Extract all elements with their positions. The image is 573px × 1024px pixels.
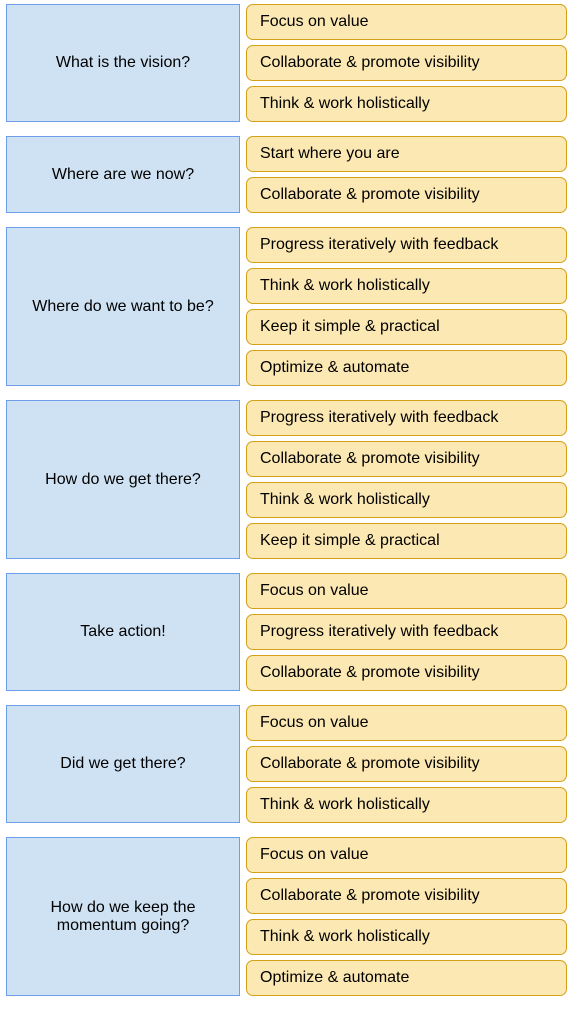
principle-box: Progress iteratively with feedback <box>246 400 567 436</box>
principle-box: Focus on value <box>246 4 567 40</box>
principle-box: Keep it simple & practical <box>246 309 567 345</box>
principles-list: Progress iteratively with feedback Collab… <box>246 400 567 559</box>
principle-box: Progress iteratively with feedback <box>246 614 567 650</box>
principles-list: Focus on value Collaborate & promote visi… <box>246 837 567 996</box>
principle-box: Collaborate & promote visibility <box>246 746 567 782</box>
principle-box: Keep it simple & practical <box>246 523 567 559</box>
question-box: Where do we want to be? <box>6 227 240 386</box>
principle-box: Optimize & automate <box>246 350 567 386</box>
question-box: Where are we now? <box>6 136 240 213</box>
diagram-row: What is the vision?Focus on value Collabo… <box>6 4 567 122</box>
principle-box: Think & work holistically <box>246 268 567 304</box>
principles-list: Focus on value Progress iteratively with … <box>246 573 567 691</box>
question-box: How do we keep the momentum going? <box>6 837 240 996</box>
diagram-row: How do we keep the momentum going?Focus … <box>6 837 567 996</box>
principle-box: Focus on value <box>246 705 567 741</box>
diagram-row: Where do we want to be?Progress iterativ… <box>6 227 567 386</box>
principle-box: Start where you are <box>246 136 567 172</box>
principle-box: Focus on value <box>246 837 567 873</box>
question-box: Did we get there? <box>6 705 240 823</box>
principle-box: Optimize & automate <box>246 960 567 996</box>
principle-box: Collaborate & promote visibility <box>246 177 567 213</box>
question-box: How do we get there? <box>6 400 240 559</box>
principle-box: Collaborate & promote visibility <box>246 441 567 477</box>
principle-box: Collaborate & promote visibility <box>246 655 567 691</box>
diagram-row: Where are we now?Start where you are Coll… <box>6 136 567 213</box>
diagram-container: What is the vision?Focus on valueCollabo… <box>6 4 567 996</box>
principle-box: Think & work holistically <box>246 86 567 122</box>
question-box: Take action! <box>6 573 240 691</box>
principles-list: Focus on value Collaborate & promote visi… <box>246 705 567 823</box>
principle-box: Think & work holistically <box>246 787 567 823</box>
diagram-row: Did we get there?Focus on value Collabora… <box>6 705 567 823</box>
diagram-row: How do we get there?Progress iteratively… <box>6 400 567 559</box>
principles-list: Start where you are Collaborate & promote… <box>246 136 567 213</box>
principles-list: Progress iteratively with feedback Think … <box>246 227 567 386</box>
principle-box: Collaborate & promote visibility <box>246 878 567 914</box>
principle-box: Focus on value <box>246 573 567 609</box>
principle-box: Think & work holistically <box>246 919 567 955</box>
principle-box: Think & work holistically <box>246 482 567 518</box>
principles-list: Focus on value Collaborate & promote visi… <box>246 4 567 122</box>
diagram-row: Take action!Focus on value Progress itera… <box>6 573 567 691</box>
question-box: What is the vision? <box>6 4 240 122</box>
principle-box: Progress iteratively with feedback <box>246 227 567 263</box>
principle-box: Collaborate & promote visibility <box>246 45 567 81</box>
